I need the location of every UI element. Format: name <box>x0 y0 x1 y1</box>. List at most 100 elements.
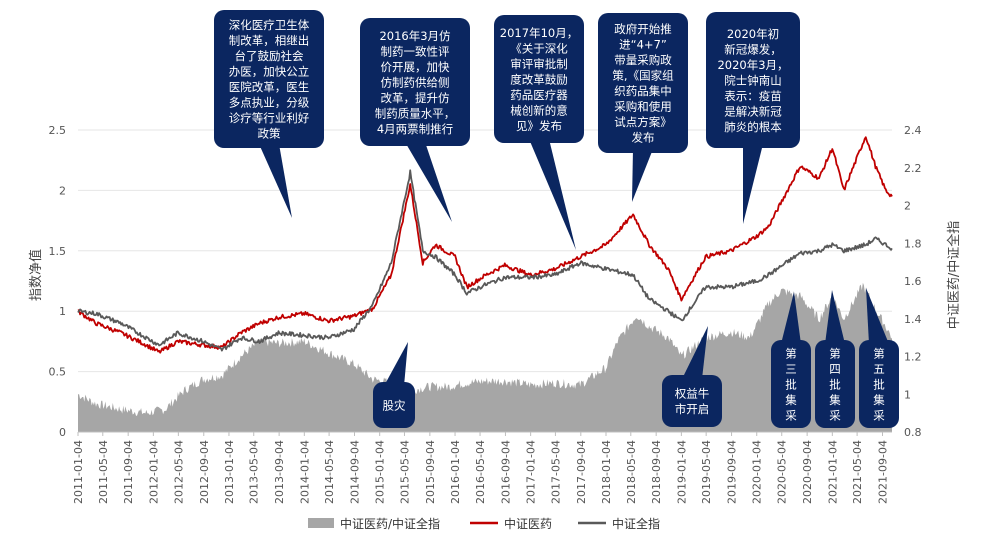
x-tick-label: 2021-09-04 <box>877 440 890 504</box>
callout-text-line: 进“4+7” <box>619 38 667 52</box>
callout-pointer <box>682 326 708 379</box>
callout-pointer <box>529 139 576 250</box>
x-tick-label: 2012-05-04 <box>172 440 185 504</box>
callout-text-line: 2020年初 <box>727 27 779 41</box>
callout-text-line: 新冠爆发， <box>724 42 782 56</box>
x-tick-label: 2014-01-04 <box>298 440 311 504</box>
legend-label-ratio: 中证医药/中证全指 <box>340 516 440 531</box>
callout-box <box>662 375 722 427</box>
callout-box <box>494 15 584 143</box>
callout-text-line: 五 <box>873 362 885 376</box>
callout-text-line: 深化医疗卫生体 <box>229 18 310 32</box>
x-tick-label: 2015-09-04 <box>424 440 437 504</box>
callout-text-line: 制药一致性评 <box>381 44 450 58</box>
callout-text-line: 批 <box>873 377 885 391</box>
callout-box <box>706 12 800 148</box>
callout-a6: 股灾 <box>373 342 415 428</box>
callout-text-line: 多点执业，分级 <box>229 96 310 110</box>
x-tick-label: 2017-01-04 <box>525 440 538 504</box>
callout-text-line: 第 <box>873 346 885 360</box>
callout-text-line: 集 <box>829 393 841 407</box>
y-tick-right: 2.4 <box>904 124 922 137</box>
callout-text-line: 院士钟南山 <box>724 73 782 87</box>
annotations: 深化医疗卫生体制改革，相继出台了鼓励社会办医，加快公立医院改革，医生多点执业，分… <box>214 10 899 428</box>
callout-box <box>214 10 324 148</box>
callout-text-line: 市开启 <box>675 402 710 416</box>
callout-box <box>815 340 855 428</box>
callout-text-line: 械创新的意 <box>510 103 568 117</box>
callout-box <box>360 18 470 146</box>
x-tick-label: 2017-09-04 <box>575 440 588 504</box>
callout-text-line: 表示：疫苗 <box>724 89 782 103</box>
callout-pointer <box>259 144 292 218</box>
y-tick-left: 2.5 <box>49 124 67 137</box>
callout-text-line: 审评审批制 <box>510 57 568 71</box>
x-tick-label: 2020-01-04 <box>751 440 764 504</box>
x-tick-label: 2014-09-04 <box>348 440 361 504</box>
y-tick-right: 1.6 <box>904 275 922 288</box>
x-tick-label: 2017-05-04 <box>549 440 562 504</box>
x-tick-label: 2011-09-04 <box>122 440 135 504</box>
x-tick-label: 2018-09-04 <box>650 440 663 504</box>
callout-text-line: 价开展，加快 <box>381 60 450 74</box>
callout-box <box>373 382 415 428</box>
callout-text-line: 制药质量水平， <box>375 106 456 120</box>
legend-label-pharma: 中证医药 <box>504 516 552 531</box>
x-tick-label: 2012-01-04 <box>147 440 160 504</box>
callout-text-line: 药品医疗器 <box>510 88 568 102</box>
y-tick-left: 0.5 <box>49 366 67 379</box>
axes: 0 0.5 1 1.5 2 2.5 0.8 1 1.2 1.4 1.6 1.8 2 2.2 2.4 2011-… <box>49 124 922 504</box>
y-axis-right-title: 中证医药/中证全指 <box>946 221 962 329</box>
x-tick-label: 2011-01-04 <box>72 440 85 504</box>
callout-text-line: 台了鼓励社会 <box>235 49 304 63</box>
callout-text-line: 2020年3月， <box>717 58 788 72</box>
callout-box <box>859 340 899 428</box>
callout-text-line: 4月两票制推行 <box>377 122 453 136</box>
callout-text-line: 批 <box>785 377 797 391</box>
callout-pointer <box>632 149 653 202</box>
callout-text-line: 采 <box>873 408 885 422</box>
callout-text-line: 第 <box>785 346 797 360</box>
x-tick-label: 2012-09-04 <box>198 440 211 504</box>
callout-text-line: 试点方案》 <box>614 115 672 129</box>
y-tick-right: 1 <box>904 388 911 401</box>
y-tick-left: 2 <box>59 184 66 197</box>
y-tick-right: 1.4 <box>904 313 922 326</box>
callout-text-line: 制改革，相继出 <box>229 34 310 48</box>
y-tick-right: 1.2 <box>904 351 922 364</box>
y-tick-left: 1.5 <box>49 245 67 258</box>
x-tick-label: 2019-09-04 <box>726 440 739 504</box>
x-tick-label: 2021-05-04 <box>851 440 864 504</box>
x-tick-label: 2019-01-04 <box>675 440 688 504</box>
callout-text-line: 三 <box>785 362 797 376</box>
callout-text-line: 集 <box>873 393 885 407</box>
y-tick-right: 0.8 <box>904 426 922 439</box>
x-tick-label: 2016-01-04 <box>449 440 462 504</box>
callout-text-line: 集 <box>785 393 797 407</box>
callout-text-line: 批 <box>829 377 841 391</box>
y-tick-left: 1 <box>59 305 66 318</box>
callout-text-line: 肺炎的根本 <box>724 120 782 134</box>
x-tick-label: 2021-01-04 <box>826 440 839 504</box>
callout-text-line: 度改革鼓励 <box>510 72 568 86</box>
y-tick-right: 1.8 <box>904 237 922 250</box>
callout-box <box>598 13 688 153</box>
callout-text-line: 带量采购政 <box>614 53 672 67</box>
y-axis-left-title: 指数净值 <box>28 249 44 301</box>
callout-text-line: 2017年10月， <box>500 26 578 40</box>
x-tick-label: 2020-05-04 <box>776 440 789 504</box>
callout-text-line: 仿制药供给侧 <box>381 75 450 89</box>
x-tick-label: 2015-01-04 <box>374 440 387 504</box>
callout-text-line: 医院改革，医生 <box>229 80 310 94</box>
callout-text-line: 股灾 <box>383 398 406 412</box>
legend-swatch-ratio <box>308 518 334 528</box>
callout-text-line: 诊疗等行业利好 <box>229 111 310 125</box>
callout-pointer <box>384 342 408 386</box>
callout-text-line: 权益牛 <box>675 387 710 401</box>
y-tick-right: 2.2 <box>904 162 922 175</box>
